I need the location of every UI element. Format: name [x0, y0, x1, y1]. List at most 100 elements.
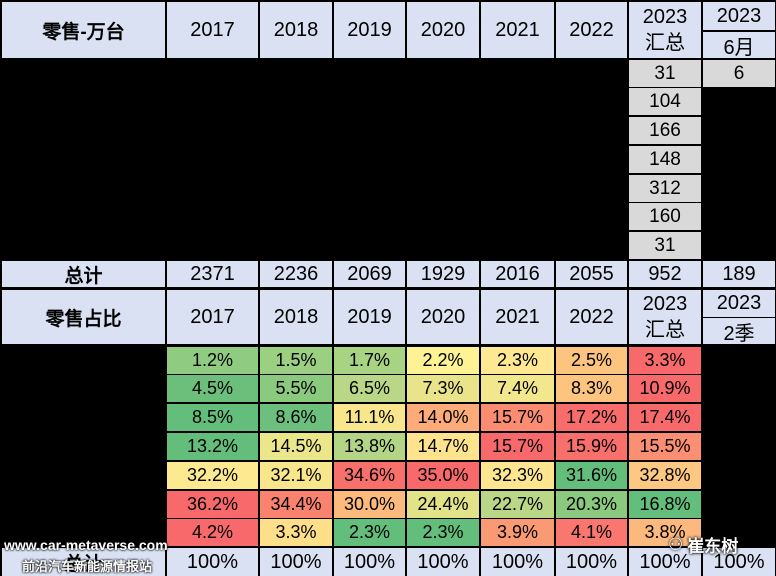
share-row-7-col-1: 4.2%	[167, 519, 258, 546]
share-row-2-col-1: 4.5%	[167, 375, 258, 402]
bottom-2023-total-header-line-1: 2023	[642, 293, 688, 315]
top-year-2017: 2017	[167, 2, 258, 58]
wechat-icon: ⚇	[668, 534, 684, 554]
share-row-6-col-3: 30.0%	[334, 491, 405, 518]
share-row-5-col-5: 32.3%	[481, 462, 554, 489]
share-row-6-col-1: 36.2%	[167, 491, 258, 518]
share-row-5-col-4: 35.0%	[407, 462, 479, 489]
share-row-1-col-1: 1.2%	[167, 347, 258, 374]
share-row-3-col-6: 17.2%	[556, 404, 627, 431]
bottom-total-value-4: 100%	[407, 548, 479, 576]
share-row-5-col-6: 31.6%	[556, 462, 627, 489]
top-2023-row-3: 166	[629, 117, 701, 144]
share-row-4-col-3: 13.8%	[334, 433, 405, 460]
top-2023-row-4: 148	[629, 146, 701, 173]
watermark-site: www.car-metaverse.com	[4, 537, 168, 553]
bottom-year-2020: 2020	[407, 290, 479, 344]
top-2023-row-6: 160	[629, 203, 701, 230]
top-2023-row-5: 312	[629, 175, 701, 202]
bottom-q-year: 2023	[703, 290, 775, 317]
share-row-3-col-5: 15.7%	[481, 404, 554, 431]
total-value-6: 2055	[556, 261, 627, 287]
share-row-3-col-4: 14.0%	[407, 404, 479, 431]
bottom-total-label: 总计	[2, 548, 165, 576]
share-row-4-col-7: 15.5%	[629, 433, 701, 460]
bottom-total-value-6: 100%	[556, 548, 627, 576]
share-row-6-col-5: 22.7%	[481, 491, 554, 518]
share-row-1-col-4: 2.2%	[407, 347, 479, 374]
watermark-brand: ⚇ 崔东树	[668, 532, 738, 557]
top-year-2021: 2021	[481, 2, 554, 58]
top-2023-row-1: 31	[629, 60, 701, 87]
share-row-1-col-7: 3.3%	[629, 347, 701, 374]
share-row-5-col-2: 32.1%	[260, 462, 332, 489]
bottom-2023-total-header: 2023 汇总	[629, 290, 701, 344]
bottom-year-2022: 2022	[556, 290, 627, 344]
top-2023-total-header-line-2: 汇总	[645, 32, 685, 54]
share-row-6-col-6: 20.3%	[556, 491, 627, 518]
share-row-4-col-1: 13.2%	[167, 433, 258, 460]
share-row-5-col-3: 34.6%	[334, 462, 405, 489]
share-row-4-col-6: 15.9%	[556, 433, 627, 460]
bottom-q-label: 2季	[703, 318, 775, 344]
total-value-2: 2236	[260, 261, 332, 287]
share-row-6-col-4: 24.4%	[407, 491, 479, 518]
watermark-station: 前沿汽车新能源情报站	[22, 559, 153, 574]
share-row-1-col-6: 2.5%	[556, 347, 627, 374]
share-row-7-col-5: 3.9%	[481, 519, 554, 546]
share-row-2-col-7: 10.9%	[629, 375, 701, 402]
share-row-3-col-1: 8.5%	[167, 404, 258, 431]
bottom-2023-total-header-line-2: 汇总	[645, 319, 685, 341]
top-month-year: 2023	[703, 2, 775, 30]
total-value-8: 189	[703, 261, 775, 287]
bottom-year-2017: 2017	[167, 290, 258, 344]
bottom-year-2018: 2018	[260, 290, 332, 344]
top-2023-row-2: 104	[629, 88, 701, 115]
share-row-7-col-7: 3.8%	[629, 519, 701, 546]
share-row-4-col-4: 14.7%	[407, 433, 479, 460]
share-row-6-col-2: 34.4%	[260, 491, 332, 518]
share-row-3-col-2: 8.6%	[260, 404, 332, 431]
top-year-2022: 2022	[556, 2, 627, 58]
share-row-1-col-2: 1.5%	[260, 347, 332, 374]
share-row-1-col-3: 1.7%	[334, 347, 405, 374]
top-2023-total-header: 2023 汇总	[629, 2, 701, 58]
bottom-year-2019: 2019	[334, 290, 405, 344]
watermark-brand-text: 崔东树	[687, 537, 739, 556]
top-year-2019: 2019	[334, 2, 405, 58]
top-2023-row-7: 31	[629, 232, 701, 259]
share-row-2-col-4: 7.3%	[407, 375, 479, 402]
share-row-5-col-7: 32.8%	[629, 462, 701, 489]
share-row-7-col-2: 3.3%	[260, 519, 332, 546]
share-row-7-col-4: 2.3%	[407, 519, 479, 546]
top-2023-total-header-line-1: 2023	[642, 6, 688, 28]
share-row-2-col-5: 7.4%	[481, 375, 554, 402]
bottom-total-value-2: 100%	[260, 548, 332, 576]
share-row-7-col-6: 4.1%	[556, 519, 627, 546]
top-year-2018: 2018	[260, 2, 332, 58]
share-row-2-col-6: 8.3%	[556, 375, 627, 402]
share-row-5-col-1: 32.2%	[167, 462, 258, 489]
total-label: 总计	[2, 261, 165, 287]
total-value-7: 952	[629, 261, 701, 287]
top-month-row-1: 6	[703, 60, 775, 87]
top-title: 零售-万台	[2, 2, 165, 58]
total-value-4: 1929	[407, 261, 479, 287]
share-row-3-col-3: 11.1%	[334, 404, 405, 431]
total-value-1: 2371	[167, 261, 258, 287]
bottom-total-value-1: 100%	[167, 548, 258, 576]
bottom-total-value-7: 100%	[629, 548, 701, 576]
top-month-label: 6月	[703, 32, 775, 58]
bottom-year-2021: 2021	[481, 290, 554, 344]
share-row-6-col-7: 16.8%	[629, 491, 701, 518]
top-year-2020: 2020	[407, 2, 479, 58]
share-row-4-col-2: 14.5%	[260, 433, 332, 460]
bottom-total-value-3: 100%	[334, 548, 405, 576]
total-value-5: 2016	[481, 261, 554, 287]
share-row-3-col-7: 17.4%	[629, 404, 701, 431]
share-row-7-col-3: 2.3%	[334, 519, 405, 546]
share-row-4-col-5: 15.7%	[481, 433, 554, 460]
bottom-total-value-8: 100%	[703, 548, 775, 576]
share-row-2-col-2: 5.5%	[260, 375, 332, 402]
share-row-1-col-5: 2.3%	[481, 347, 554, 374]
